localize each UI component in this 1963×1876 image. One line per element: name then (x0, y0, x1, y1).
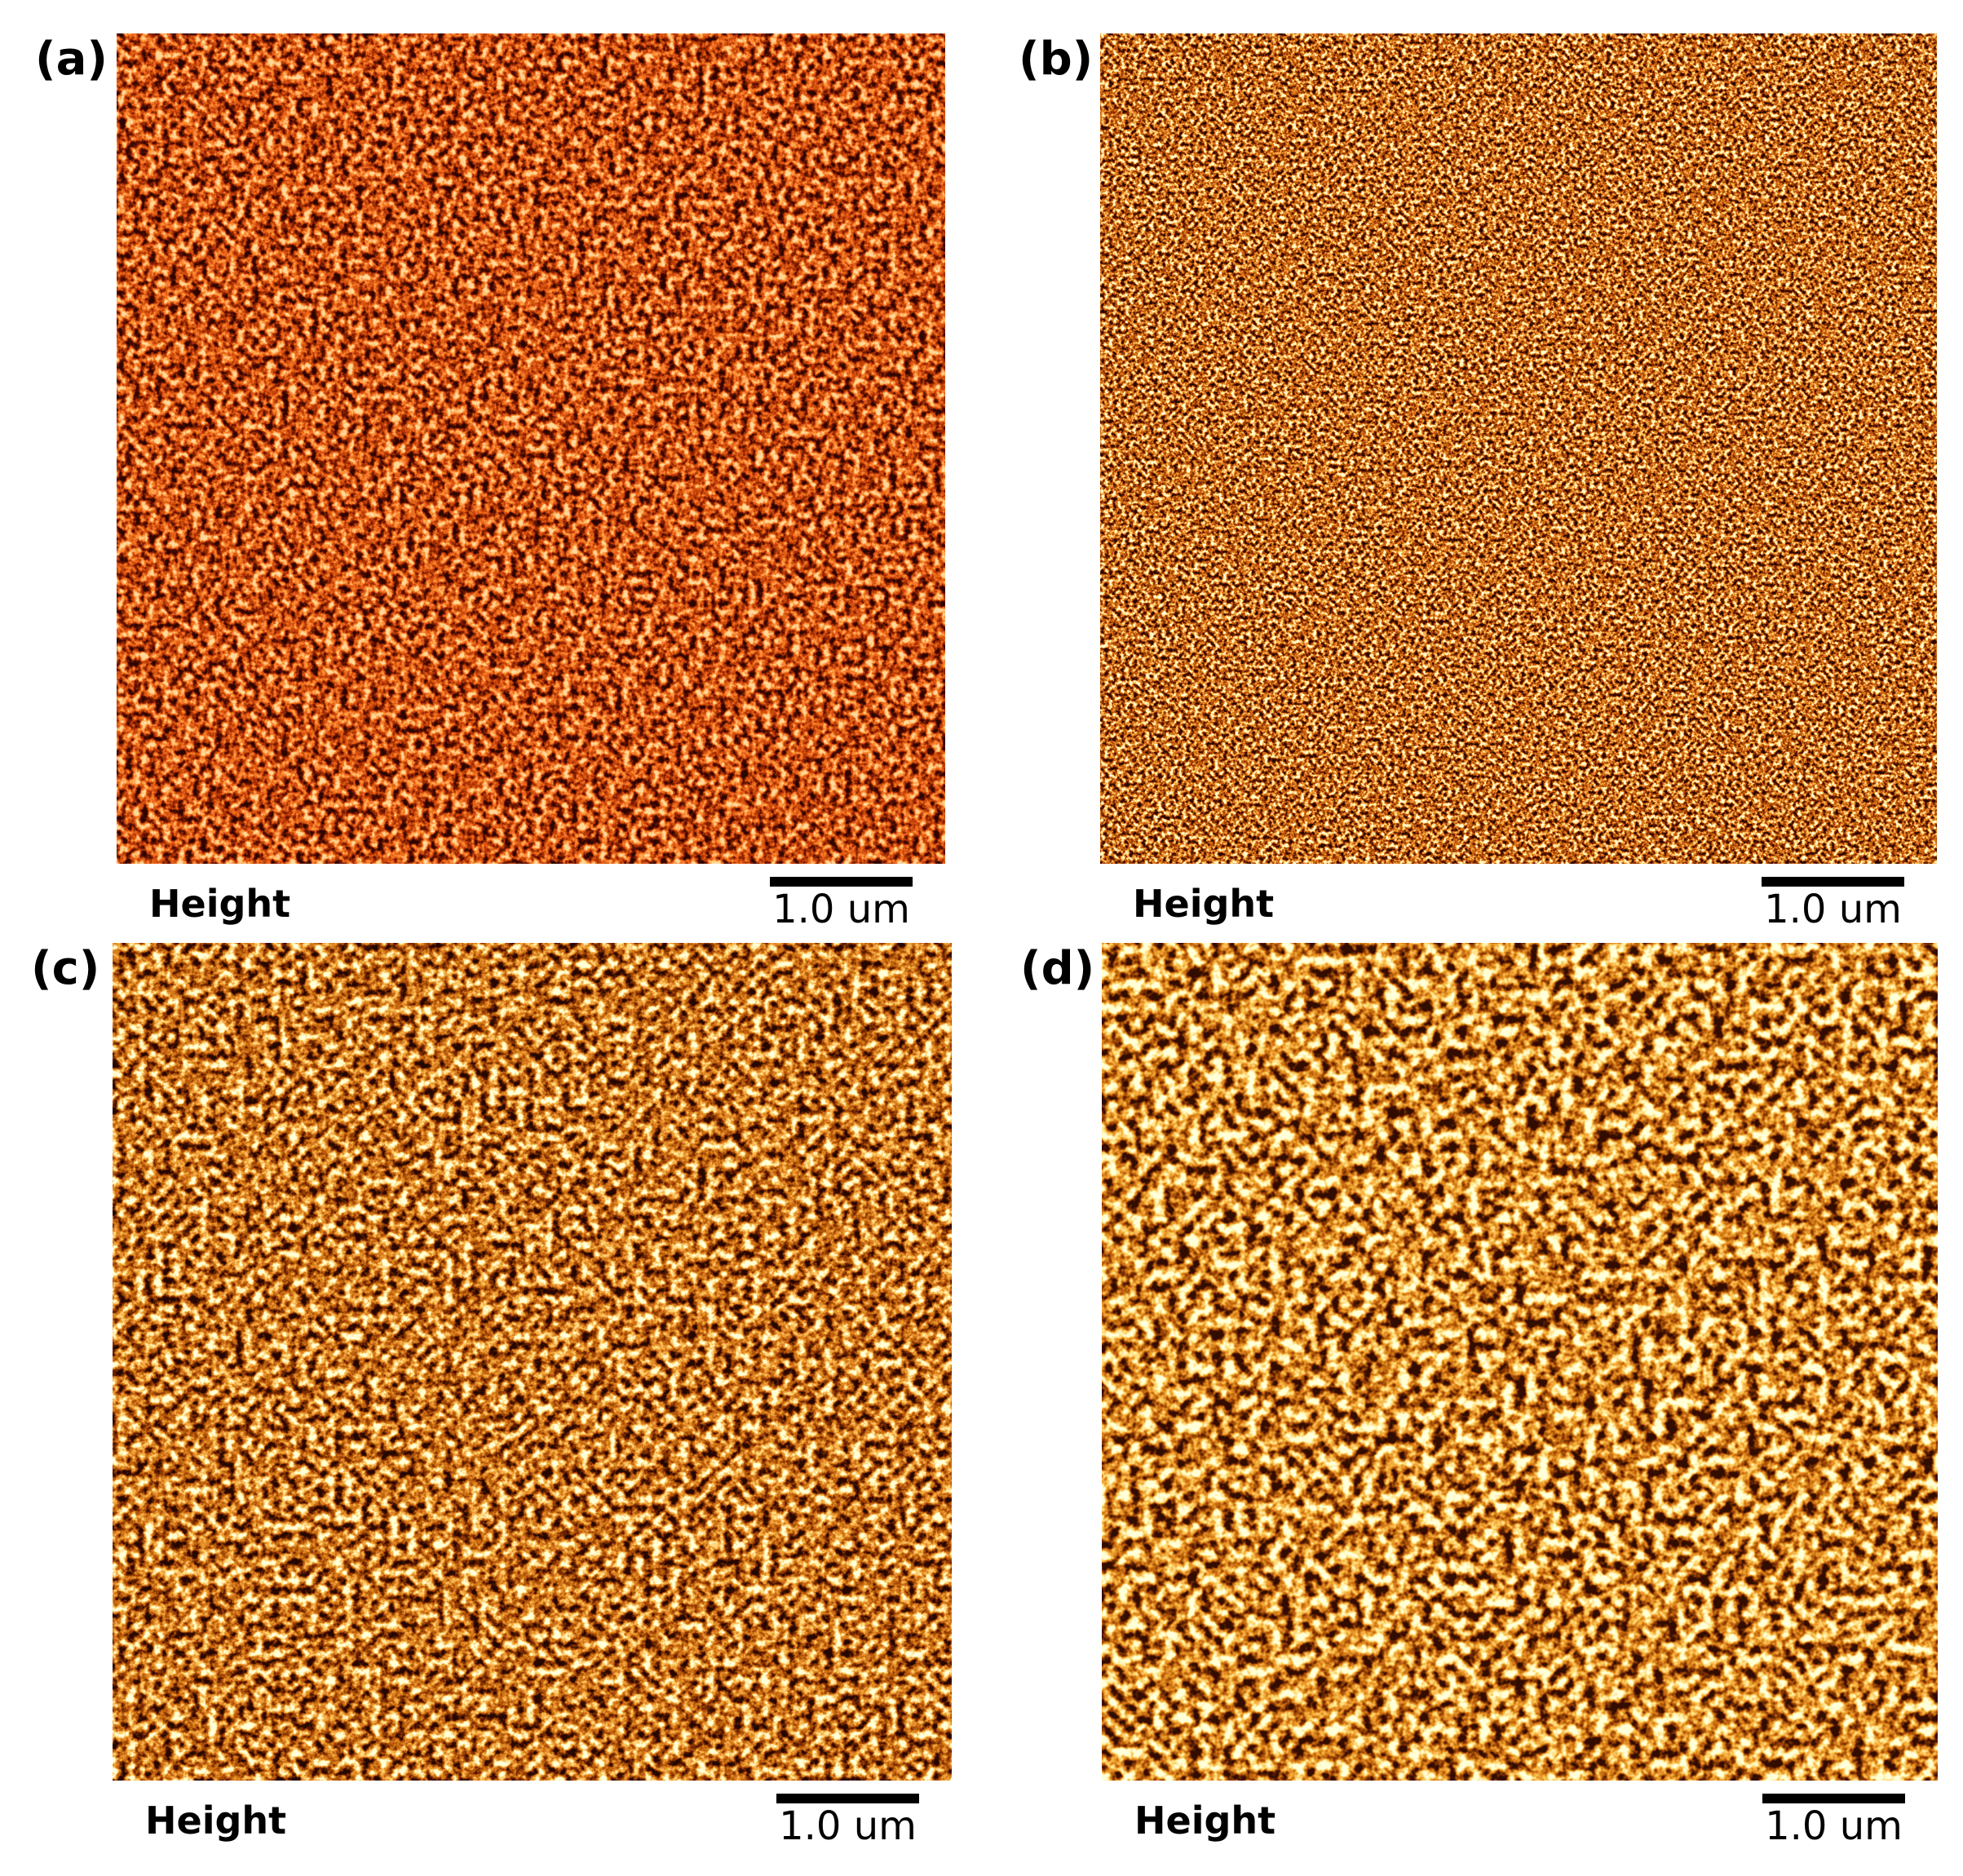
afm-image (1102, 943, 1938, 1781)
caption: Height (145, 1799, 286, 1843)
caption: Height (1134, 1799, 1276, 1843)
scale-bar-label: 1.0 um (772, 887, 910, 932)
scale-bar (776, 1794, 919, 1803)
panel-label: (a) (35, 33, 108, 86)
afm-image (117, 33, 945, 864)
scale-bar-label: 1.0 um (1765, 1803, 1903, 1849)
panel-label: (d) (1020, 942, 1094, 995)
panel-label: (b) (1019, 33, 1093, 86)
scale-bar (770, 877, 913, 887)
scale-bar-label: 1.0 um (1764, 887, 1902, 932)
scale-bar (1762, 1794, 1905, 1803)
caption: Height (1133, 882, 1274, 926)
afm-image (1100, 33, 1937, 864)
caption: Height (149, 882, 290, 926)
panel-label: (c) (31, 942, 99, 995)
afm-image (113, 943, 952, 1781)
scale-bar (1762, 877, 1904, 887)
scale-bar-label: 1.0 um (779, 1803, 917, 1849)
